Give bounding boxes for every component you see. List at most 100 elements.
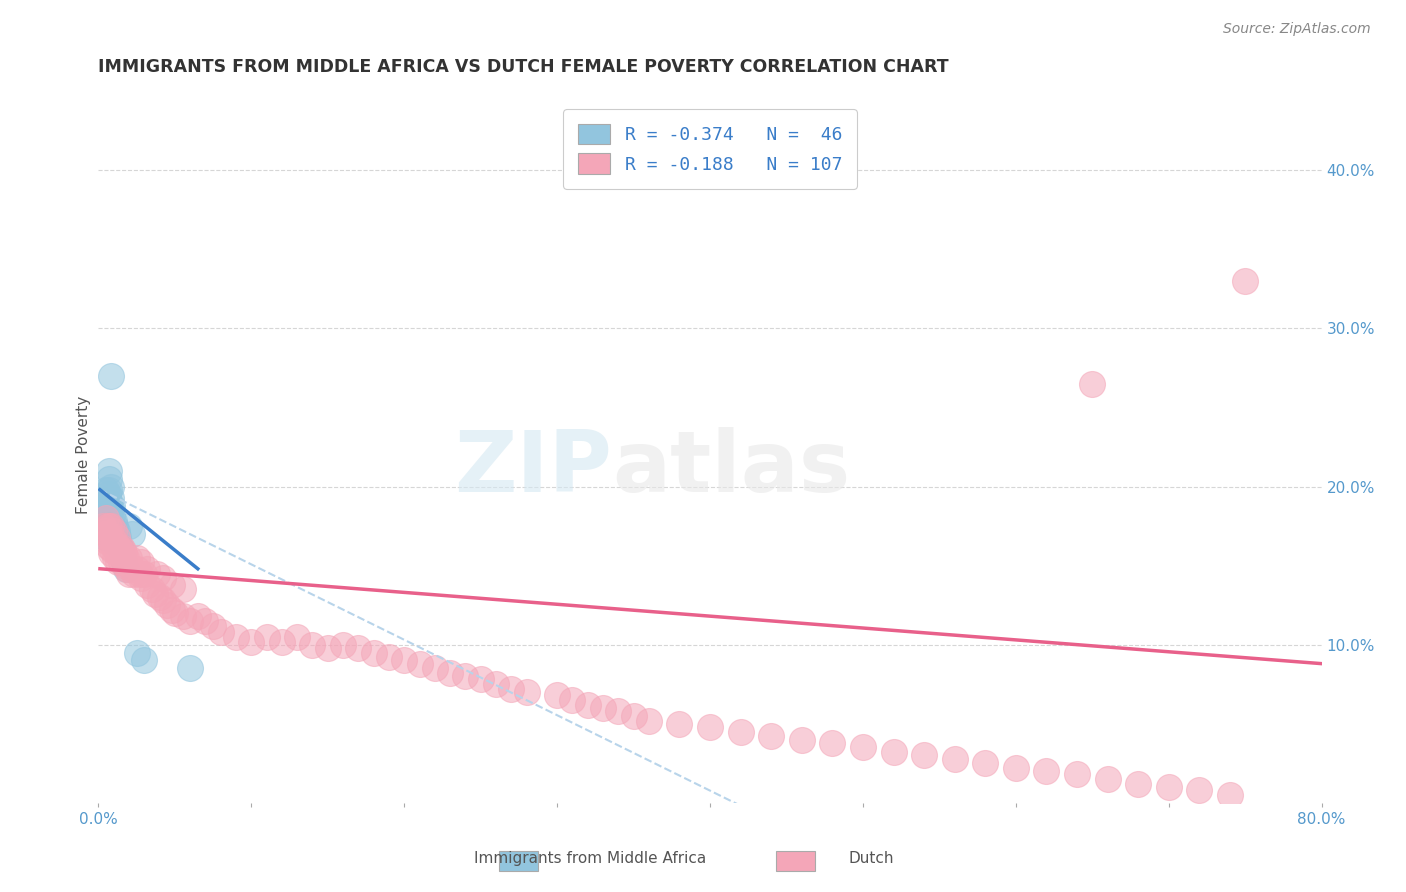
Point [240, 634, 263, 648]
Point [129, 556, 152, 570]
Point [194, 614, 217, 628]
Point [103, 524, 125, 538]
Point [121, 527, 143, 541]
Point [516, 685, 538, 699]
Point [115, 562, 138, 576]
Point [172, 582, 194, 597]
Point [1157, 780, 1180, 794]
Point [485, 677, 508, 691]
Point [1035, 764, 1057, 779]
Point [103, 514, 125, 528]
Point [392, 653, 416, 667]
Point [97, 519, 120, 533]
Point [561, 693, 583, 707]
Point [1081, 376, 1104, 391]
Point [97, 487, 120, 501]
Point [134, 653, 156, 667]
Text: Source: ZipAtlas.com: Source: ZipAtlas.com [1223, 22, 1371, 37]
Point [974, 756, 997, 771]
Point [115, 550, 138, 565]
Point [98, 540, 121, 554]
Point [108, 546, 131, 560]
Point [93, 530, 115, 544]
Point [160, 577, 183, 591]
Point [143, 587, 166, 601]
Point [111, 550, 134, 565]
Point [179, 614, 201, 628]
Point [943, 751, 966, 765]
Point [94, 492, 117, 507]
Point [136, 577, 159, 591]
Point [100, 534, 122, 549]
Point [821, 736, 844, 750]
Point [107, 540, 129, 554]
Point [101, 508, 124, 522]
Point [118, 519, 141, 533]
Point [97, 508, 120, 522]
Point [256, 630, 278, 644]
Point [104, 530, 127, 544]
Point [98, 472, 121, 486]
Point [97, 534, 120, 549]
Point [1066, 767, 1088, 781]
Point [107, 530, 129, 544]
Point [378, 650, 401, 665]
Point [118, 566, 141, 581]
Point [94, 499, 117, 513]
Point [592, 701, 614, 715]
Point [129, 571, 152, 585]
Point [93, 524, 115, 538]
Point [270, 634, 292, 648]
Point [105, 530, 128, 544]
Point [91, 519, 114, 533]
Point [104, 550, 127, 565]
Point [97, 519, 120, 533]
Point [546, 688, 568, 702]
Point [110, 542, 132, 557]
Point [103, 524, 125, 538]
Point [117, 562, 139, 576]
Point [125, 562, 148, 576]
Point [332, 638, 354, 652]
Point [347, 640, 370, 655]
Point [128, 566, 150, 581]
Point [112, 546, 135, 560]
Point [93, 524, 115, 538]
Legend: R = -0.374   N =  46, R = -0.188   N = 107: R = -0.374 N = 46, R = -0.188 N = 107 [564, 109, 856, 189]
Point [94, 527, 117, 541]
Point [100, 519, 122, 533]
Text: Immigrants from Middle Africa: Immigrants from Middle Africa [474, 852, 707, 866]
Point [97, 499, 120, 513]
Point [105, 524, 128, 538]
Point [98, 495, 121, 509]
Point [156, 598, 179, 612]
Point [134, 566, 156, 581]
Point [179, 661, 201, 675]
Point [141, 582, 163, 597]
Point [209, 625, 232, 640]
Point [202, 618, 225, 632]
Point [101, 519, 124, 533]
Point [145, 566, 167, 581]
Text: Dutch: Dutch [849, 852, 894, 866]
Y-axis label: Female Poverty: Female Poverty [76, 396, 91, 514]
Point [110, 556, 132, 570]
Point [111, 550, 134, 565]
Point [90, 503, 112, 517]
Point [1234, 274, 1257, 288]
Point [285, 630, 308, 644]
Point [108, 542, 131, 557]
Point [98, 519, 121, 533]
Point [136, 562, 159, 576]
Point [316, 640, 339, 655]
Point [576, 698, 599, 712]
Point [115, 558, 138, 573]
Point [94, 511, 117, 525]
Text: atlas: atlas [612, 427, 851, 510]
Point [107, 556, 129, 570]
Point [100, 368, 122, 383]
Point [98, 507, 121, 521]
Point [111, 542, 134, 557]
Point [501, 681, 523, 696]
Point [94, 514, 117, 528]
